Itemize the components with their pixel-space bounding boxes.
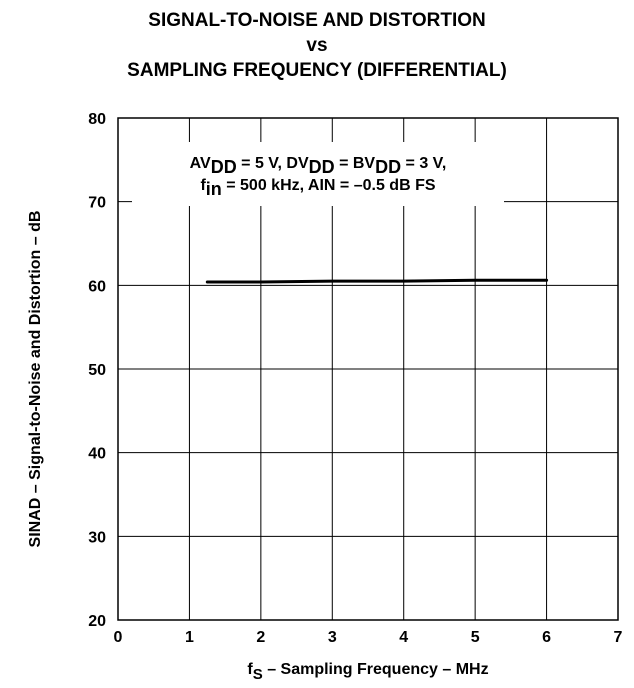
x-tick-label: 2 xyxy=(256,629,265,646)
y-tick-labels: 20 30 40 50 60 70 80 xyxy=(88,111,106,630)
x-tick-labels: 0 1 2 3 4 5 6 7 xyxy=(114,629,623,646)
plot-frame xyxy=(117,117,619,621)
series-layer xyxy=(205,278,549,284)
annotation-line-2: fin = 500 kHz, AIN = –0.5 dB FS xyxy=(200,177,435,199)
chart-title: SIGNAL-TO-NOISE AND DISTORTION vs SAMPLI… xyxy=(0,8,634,83)
annotation-background xyxy=(132,142,504,206)
x-tick-label: 5 xyxy=(471,629,480,646)
x-tick-label: 6 xyxy=(542,629,551,646)
sinad-series-line xyxy=(205,278,549,284)
x-tick-label: 0 xyxy=(114,629,123,646)
annotation-layer: AVDD = 5 V, DVDD = BVDD = 3 V,fin = 500 … xyxy=(132,142,504,206)
y-axis-label: SINAD – Signal-to-Noise and Distortion –… xyxy=(27,211,44,548)
y-tick-label: 70 xyxy=(88,195,106,212)
chart-title-line-3: SAMPLING FREQUENCY (DIFFERENTIAL) xyxy=(127,60,507,81)
chart-title-line-2: vs xyxy=(306,35,328,56)
y-tick-label: 50 xyxy=(88,362,106,379)
x-tick-label: 3 xyxy=(328,629,337,646)
x-tick-label: 1 xyxy=(185,629,194,646)
y-tick-label: 80 xyxy=(88,111,106,128)
y-tick-label: 30 xyxy=(88,529,106,546)
x-axis-label: fS – Sampling Frequency – MHz xyxy=(247,661,488,683)
x-tick-label: 4 xyxy=(399,629,408,646)
y-tick-label: 40 xyxy=(88,446,106,463)
y-tick-label: 60 xyxy=(88,278,106,295)
annotation-line-1: AVDD = 5 V, DVDD = BVDD = 3 V, xyxy=(190,155,447,177)
chart-title-line-1: SIGNAL-TO-NOISE AND DISTORTION xyxy=(148,10,486,31)
y-tick-label: 20 xyxy=(88,613,106,630)
x-tick-label: 7 xyxy=(614,629,623,646)
